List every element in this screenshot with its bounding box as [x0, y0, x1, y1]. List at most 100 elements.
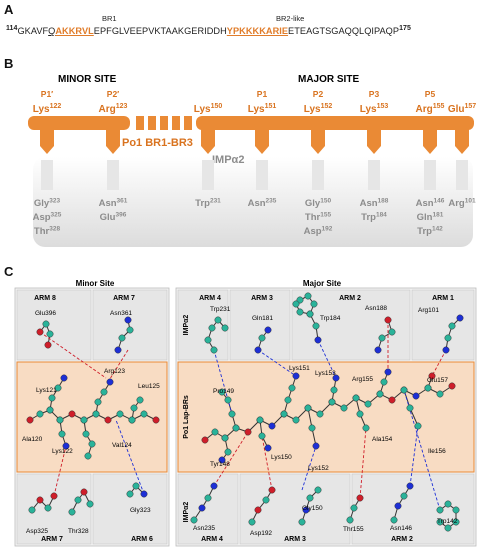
impa-residue-label: Asn235: [248, 198, 277, 210]
residue-top-label: Lys150: [194, 103, 223, 115]
atom: [126, 490, 134, 498]
arm-label: ARM 3: [251, 295, 273, 302]
atom: [258, 334, 266, 342]
atom: [330, 386, 338, 394]
impa-stem: [107, 160, 119, 190]
atom: [304, 404, 312, 412]
atom: [400, 492, 408, 500]
residue-label: Lys121: [36, 387, 57, 394]
atom: [436, 506, 444, 514]
atom: [114, 346, 122, 354]
arm-label: ARM 2: [339, 295, 361, 302]
peg-stem: [455, 128, 469, 146]
atom: [268, 486, 276, 494]
residue-top-label: Glu157: [448, 103, 476, 115]
interaction-line: [317, 339, 337, 379]
peg-tip: [255, 146, 269, 154]
atom: [312, 442, 320, 450]
residue-label: Glu396: [35, 310, 56, 317]
arm-label: ARM 1: [432, 295, 454, 302]
residue-label: Lys150: [271, 454, 292, 461]
residue-label: Val124: [112, 442, 132, 449]
residue-label: Ala154: [372, 436, 393, 443]
position-label: P1: [257, 89, 268, 99]
residue-top-label: Lys153: [360, 103, 389, 115]
impa-residue-label: Thr328: [34, 226, 61, 238]
interaction-line: [261, 435, 273, 491]
atom: [332, 374, 340, 382]
atom: [424, 384, 432, 392]
position-label: P5: [425, 89, 436, 99]
residue-label: Asp325: [26, 528, 48, 535]
interaction-line: [403, 389, 441, 511]
residue-label: Asn235: [193, 525, 215, 532]
residue-label: Ile156: [428, 448, 446, 455]
atom: [44, 504, 52, 512]
impa-residue-label: Trp142: [417, 226, 443, 238]
panel-a-letter: A: [4, 2, 14, 17]
peg-tip: [106, 146, 120, 154]
minor-site-title: MINOR SITE: [58, 74, 117, 85]
impa-stem: [202, 160, 214, 190]
interaction-line: [409, 425, 419, 487]
arm-label: ARM 4: [199, 295, 221, 302]
arm-label: ARM 3: [284, 536, 306, 543]
residue-label: Asn188: [365, 305, 387, 312]
impa-residue-label: Asp192: [304, 226, 333, 238]
bar-dash: [160, 116, 168, 130]
arm-label: ARM 8: [34, 295, 56, 302]
atom: [118, 334, 126, 342]
atom: [214, 316, 222, 324]
atom: [436, 390, 444, 398]
peg-stem: [106, 128, 120, 146]
arm-label: ARM 7: [113, 295, 135, 302]
atom: [390, 516, 398, 524]
impa-stem: [368, 160, 380, 190]
residue-label: Gln181: [252, 315, 273, 322]
atom: [244, 428, 252, 436]
atom: [224, 448, 232, 456]
atom: [68, 508, 76, 516]
atom: [124, 316, 132, 324]
atom: [130, 404, 138, 412]
atom: [256, 416, 264, 424]
atom: [190, 516, 198, 524]
seq-end-number: 175: [399, 25, 411, 32]
atom: [314, 336, 322, 344]
molecule-atoms: [26, 292, 464, 532]
atom: [94, 398, 102, 406]
atom: [126, 326, 134, 334]
atom: [394, 502, 402, 510]
residue-label: Asn361: [110, 310, 132, 317]
seq-start-number: 114: [6, 25, 18, 32]
atom: [352, 394, 360, 402]
impa-residue-label: Asn361: [99, 198, 128, 210]
interaction-line: [213, 431, 249, 487]
atom: [152, 416, 160, 424]
atom: [292, 416, 300, 424]
orange-bar-right: [196, 116, 474, 130]
interaction-line: [39, 331, 107, 379]
residue-label: Gly150: [302, 505, 323, 512]
atom: [68, 410, 76, 418]
arm-box: [92, 289, 168, 361]
atom: [104, 416, 112, 424]
atom: [406, 482, 414, 490]
atom: [254, 506, 262, 514]
seq-pre: GKAVF: [17, 26, 49, 37]
atom: [36, 496, 44, 504]
seq-q: Q: [48, 26, 56, 37]
impa-residue-label: Gln181: [417, 212, 444, 224]
arm-label: ARM 7: [41, 536, 63, 543]
atom: [80, 416, 88, 424]
atom: [400, 386, 408, 394]
atom: [228, 410, 236, 418]
impa-stem: [424, 160, 436, 190]
atom: [280, 410, 288, 418]
residue-label: Thr155: [343, 526, 364, 533]
br2-like-label: BR2-like: [276, 14, 305, 23]
atom: [204, 336, 212, 344]
atom: [384, 316, 392, 324]
interaction-line: [213, 349, 233, 415]
atom: [232, 424, 240, 432]
